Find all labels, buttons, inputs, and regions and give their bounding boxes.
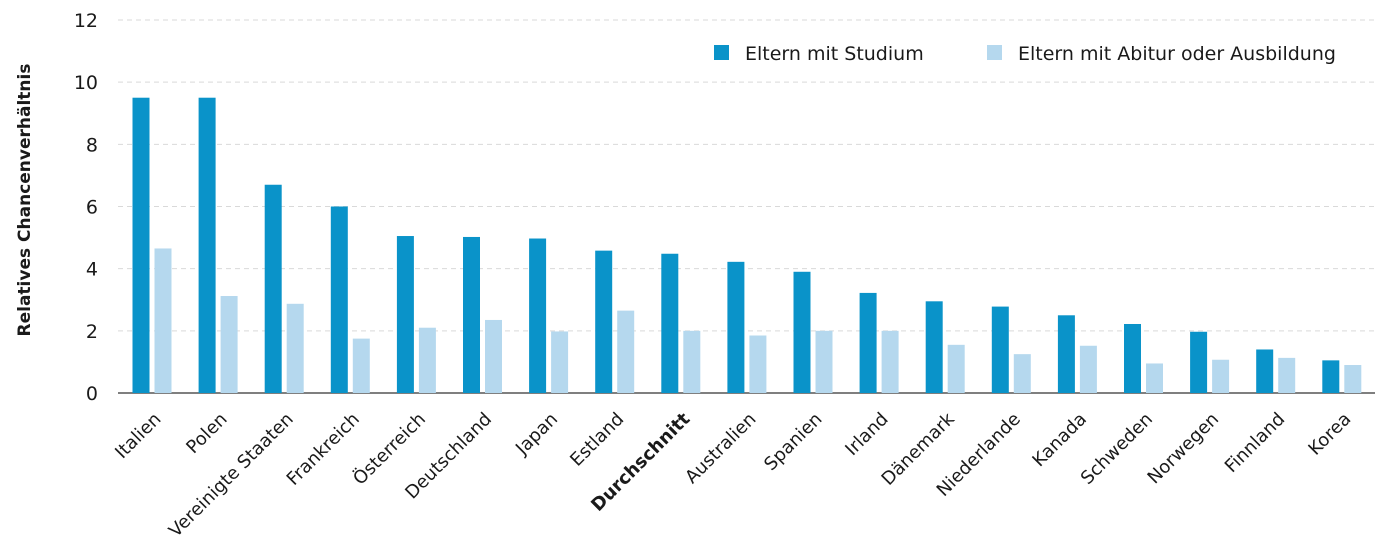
- category-group: [793, 271, 833, 393]
- legend: Eltern mit Studium Eltern mit Abitur oder…: [714, 43, 1336, 65]
- y-tick-label: 10: [74, 72, 98, 94]
- category-group: [661, 253, 701, 393]
- category-group: [463, 236, 502, 393]
- bar-abitur-ausbildung: [418, 327, 436, 393]
- category-group: [396, 236, 436, 393]
- y-tick-label: 12: [74, 10, 98, 32]
- bar-studium: [859, 292, 877, 393]
- category-group: [198, 97, 238, 393]
- bar-abitur-ausbildung: [154, 248, 172, 393]
- x-tick-label: Polen: [182, 409, 231, 458]
- y-axis: 0 2 4 6 8 10 12: [74, 10, 98, 405]
- x-tick-label: Spanien: [760, 409, 826, 475]
- category-group: [264, 184, 304, 393]
- bar-studium: [132, 97, 150, 393]
- x-tick-label: Schweden: [1077, 409, 1157, 489]
- grid-layer: [118, 19, 1375, 394]
- x-tick-label: Irland: [841, 409, 892, 460]
- bar-studium: [1256, 349, 1274, 393]
- bar-studium: [991, 306, 1009, 393]
- bar-studium: [198, 97, 216, 393]
- bar-studium: [595, 250, 613, 393]
- bar-studium: [396, 236, 414, 393]
- bar-studium: [529, 238, 547, 393]
- bar-studium: [793, 271, 811, 393]
- bar-abitur-ausbildung: [1344, 365, 1362, 393]
- bar-abitur-ausbildung: [485, 319, 502, 393]
- legend-swatch: [987, 45, 1002, 60]
- bar-studium: [1057, 315, 1075, 393]
- bar-abitur-ausbildung: [815, 330, 833, 393]
- bar-abitur-ausbildung: [881, 330, 899, 393]
- bar-studium: [1190, 331, 1208, 393]
- bar-abitur-ausbildung: [1278, 357, 1296, 393]
- x-tick-label: Korea: [1304, 409, 1355, 460]
- legend-swatch: [714, 45, 729, 60]
- y-tick-label: 4: [86, 259, 98, 281]
- bar-abitur-ausbildung: [352, 338, 370, 393]
- y-axis-title: Relatives Chancenverhältnis: [15, 64, 35, 337]
- category-group: [1190, 331, 1230, 393]
- legend-label: Eltern mit Abitur oder Ausbildung: [1018, 43, 1336, 65]
- bar-studium: [463, 236, 480, 393]
- legend-label: Eltern mit Studium: [745, 43, 924, 65]
- y-tick-label: 0: [86, 383, 98, 405]
- category-group: [1322, 360, 1362, 393]
- category-group: [1256, 349, 1296, 393]
- bar-studium: [727, 261, 745, 393]
- bar-abitur-ausbildung: [220, 296, 238, 393]
- category-group: [132, 97, 172, 393]
- bar-studium: [264, 184, 282, 393]
- category-group: [330, 206, 370, 393]
- category-group: [529, 238, 569, 393]
- x-tick-label: Norwegen: [1144, 409, 1224, 489]
- bar-abitur-ausbildung: [1146, 363, 1163, 393]
- category-group: [859, 292, 899, 393]
- bar-studium: [661, 253, 679, 393]
- bar-abitur-ausbildung: [1013, 354, 1031, 393]
- bar-studium: [925, 301, 943, 393]
- bar-abitur-ausbildung: [551, 331, 569, 393]
- bar-abitur-ausbildung: [286, 303, 304, 393]
- y-tick-label: 6: [86, 197, 98, 219]
- category-group: [727, 261, 767, 393]
- category-group: [595, 250, 635, 393]
- bar-abitur-ausbildung: [749, 335, 767, 393]
- x-tick-label: Italien: [111, 409, 165, 463]
- x-tick-label: Estland: [566, 409, 628, 471]
- bar-studium: [330, 206, 348, 393]
- bar-abitur-ausbildung: [947, 344, 965, 393]
- x-tick-label: Kanada: [1028, 409, 1091, 472]
- category-group: [1057, 315, 1097, 393]
- bar-studium: [1124, 323, 1141, 393]
- bar-abitur-ausbildung: [683, 330, 701, 393]
- bar-abitur-ausbildung: [1079, 345, 1097, 393]
- y-tick-label: 2: [86, 321, 98, 343]
- x-tick-label: Finnland: [1221, 409, 1289, 477]
- bars-layer: [132, 97, 1362, 393]
- bar-abitur-ausbildung: [1212, 359, 1230, 393]
- bar-abitur-ausbildung: [617, 310, 635, 393]
- category-group: [1124, 323, 1163, 393]
- category-group: [925, 301, 965, 393]
- x-tick-label: Japan: [511, 409, 562, 460]
- x-tick-label: Vereinigte Staaten: [165, 409, 298, 542]
- x-tick-label: Australien: [681, 409, 760, 488]
- bar-studium: [1322, 360, 1340, 393]
- category-group: [991, 306, 1031, 393]
- y-tick-label: 8: [86, 134, 98, 156]
